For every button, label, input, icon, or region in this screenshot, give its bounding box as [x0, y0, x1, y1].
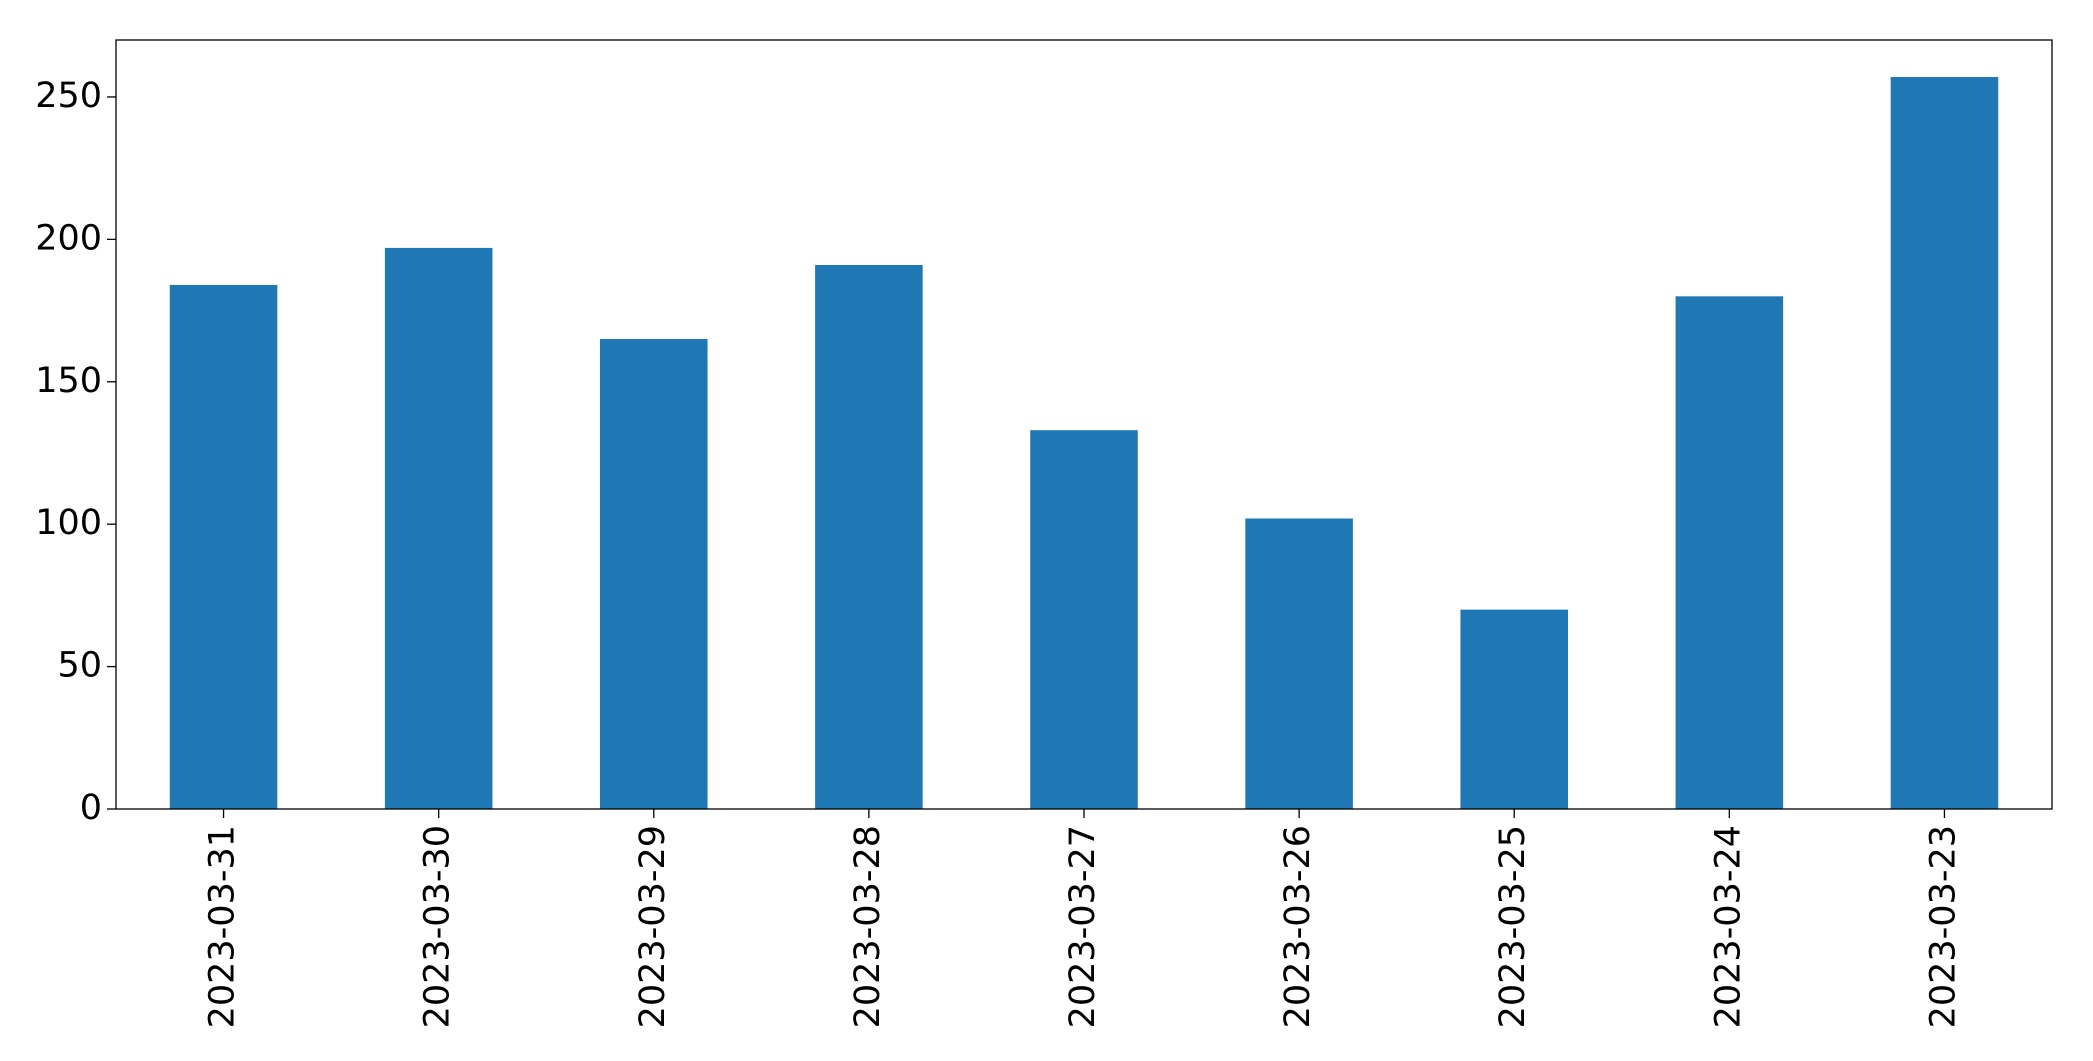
bar	[1675, 296, 1784, 809]
x-tick-label: 2023-03-29	[633, 825, 673, 1028]
y-tick-label: 200	[35, 218, 102, 258]
axes-frame	[115, 39, 2053, 810]
bar	[1890, 77, 1999, 809]
bar	[1460, 609, 1568, 809]
y-tick-label: 150	[35, 361, 102, 401]
bar	[169, 284, 278, 809]
y-tick-label: 50	[57, 646, 102, 686]
bar	[1030, 430, 1138, 809]
bar	[815, 265, 923, 810]
x-tick-label: 2023-03-23	[1923, 825, 1963, 1028]
x-tick-label: 2023-03-26	[1278, 825, 1318, 1028]
x-tick-label: 2023-03-25	[1493, 825, 1533, 1028]
x-tick-label: 2023-03-31	[203, 825, 243, 1028]
y-tick-label: 0	[80, 788, 102, 828]
x-tick-label: 2023-03-24	[1708, 825, 1748, 1028]
y-tick-label: 100	[35, 503, 102, 543]
x-tick-label: 2023-03-30	[418, 825, 458, 1028]
bar	[384, 247, 493, 810]
x-tick-label: 2023-03-27	[1063, 825, 1103, 1028]
x-tick-label: 2023-03-28	[848, 825, 888, 1028]
bar	[1245, 518, 1353, 809]
bar	[600, 339, 708, 809]
y-tick-label: 250	[35, 76, 102, 116]
